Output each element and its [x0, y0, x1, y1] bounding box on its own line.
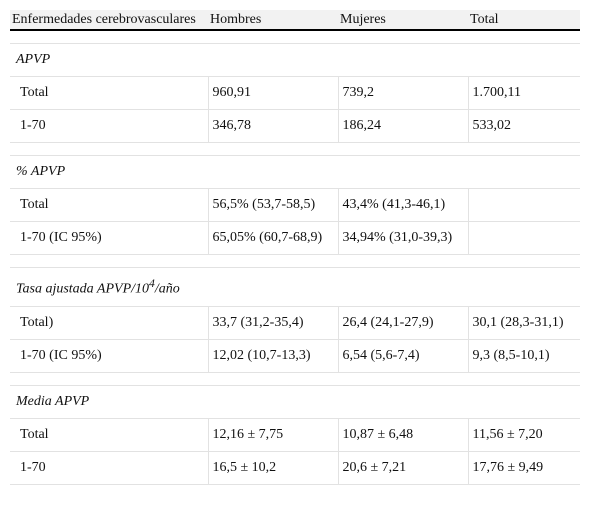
section-title-text: % APVP [16, 164, 66, 179]
spacer-cell [10, 372, 580, 386]
cell: 12,02 (10,7-13,3) [208, 339, 339, 373]
data-row: Total 12,16 ± 7,75 10,87 ± 6,48 11,56 ± 7,2… [10, 418, 580, 452]
spacer-row [10, 254, 580, 268]
data-row: 1-70 (IC 95%) 12,02 (10,7-13,3) 6,54 (5,6-… [10, 339, 580, 373]
section-row: Tasa ajustada APVP/104/año [10, 267, 580, 307]
spacer-cell [10, 254, 580, 268]
cell: 6,54 (5,6-7,4) [338, 339, 469, 373]
spacer-row [10, 372, 580, 386]
spacer-cell [10, 30, 580, 44]
table-container: Enfermedades cerebrovasculares Hombres Muj… [10, 10, 580, 509]
row-label: 1-70 [10, 451, 209, 485]
cell: 56,5% (53,7-58,5) [208, 188, 339, 222]
header-cell: Mujeres [338, 10, 468, 31]
data-row: 1-70 (IC 95%) 65,05% (60,7-68,9) 34,94% (3… [10, 221, 580, 255]
data-row: Total 56,5% (53,7-58,5) 43,4% (41,3-46,1) [10, 188, 580, 222]
cell: 17,76 ± 9,49 [468, 451, 580, 485]
cell: 26,4 (24,1-27,9) [338, 306, 469, 340]
section-row: APVP [10, 43, 580, 77]
data-table: Enfermedades cerebrovasculares Hombres Muj… [10, 10, 580, 485]
cell: 1.700,11 [468, 76, 580, 110]
cell: 346,78 [208, 109, 339, 143]
cell: 20,6 ± 7,21 [338, 451, 469, 485]
header-cell: Total [468, 10, 580, 31]
cell: 30,1 (28,3-31,1) [468, 306, 580, 340]
section-row: Media APVP [10, 385, 580, 419]
spacer-cell [10, 142, 580, 156]
data-row: 1-70 16,5 ± 10,2 20,6 ± 7,21 17,76 ± 9,49 [10, 451, 580, 485]
cell: 16,5 ± 10,2 [208, 451, 339, 485]
section-title-text: APVP [16, 52, 51, 67]
section-title: Tasa ajustada APVP/104/año [10, 267, 580, 307]
cell: 10,87 ± 6,48 [338, 418, 469, 452]
cell: 43,4% (41,3-46,1) [338, 188, 469, 222]
row-label: Total) [10, 306, 209, 340]
section-title-text: Media APVP [16, 393, 90, 409]
data-row: Total) 33,7 (31,2-35,4) 26,4 (24,1-27,9) 30… [10, 306, 580, 340]
header-cell: Hombres [208, 10, 338, 31]
data-row: Total 960,91 739,2 1.700,11 [10, 76, 580, 110]
cell: 533,02 [468, 109, 580, 143]
cell: 65,05% (60,7-68,9) [208, 221, 339, 255]
spacer-row [10, 142, 580, 156]
superscript: 4 [149, 277, 155, 290]
row-label: Total [10, 418, 209, 452]
row-label: 1-70 (IC 95%) [10, 339, 209, 373]
data-row: 1-70 346,78 186,24 533,02 [10, 109, 580, 143]
section-title-text: Tasa ajustada APVP/10 [16, 281, 150, 297]
cell: 186,24 [338, 109, 469, 143]
row-label: 1-70 [10, 109, 209, 143]
section-title: % APVP [10, 155, 580, 189]
row-label: Total [10, 76, 209, 110]
section-title-text: /año [154, 281, 180, 297]
section-title: APVP [10, 43, 580, 77]
cell: 11,56 ± 7,20 [468, 418, 580, 452]
empty-cell [468, 221, 580, 255]
header-row: Enfermedades cerebrovasculares Hombres Muj… [10, 10, 580, 31]
cell: 12,16 ± 7,75 [208, 418, 339, 452]
cell: 739,2 [338, 76, 469, 110]
cell: 9,3 (8,5-10,1) [468, 339, 580, 373]
row-label: 1-70 (IC 95%) [10, 221, 209, 255]
spacer-row [10, 30, 580, 44]
header-cell: Enfermedades cerebrovasculares [10, 10, 208, 31]
cell: 33,7 (31,2-35,4) [208, 306, 339, 340]
section-row: % APVP [10, 155, 580, 189]
row-label: Total [10, 188, 209, 222]
cell: 34,94% (31,0-39,3) [338, 221, 469, 255]
empty-cell [468, 188, 580, 222]
section-title: Media APVP [10, 385, 580, 419]
cell: 960,91 [208, 76, 339, 110]
